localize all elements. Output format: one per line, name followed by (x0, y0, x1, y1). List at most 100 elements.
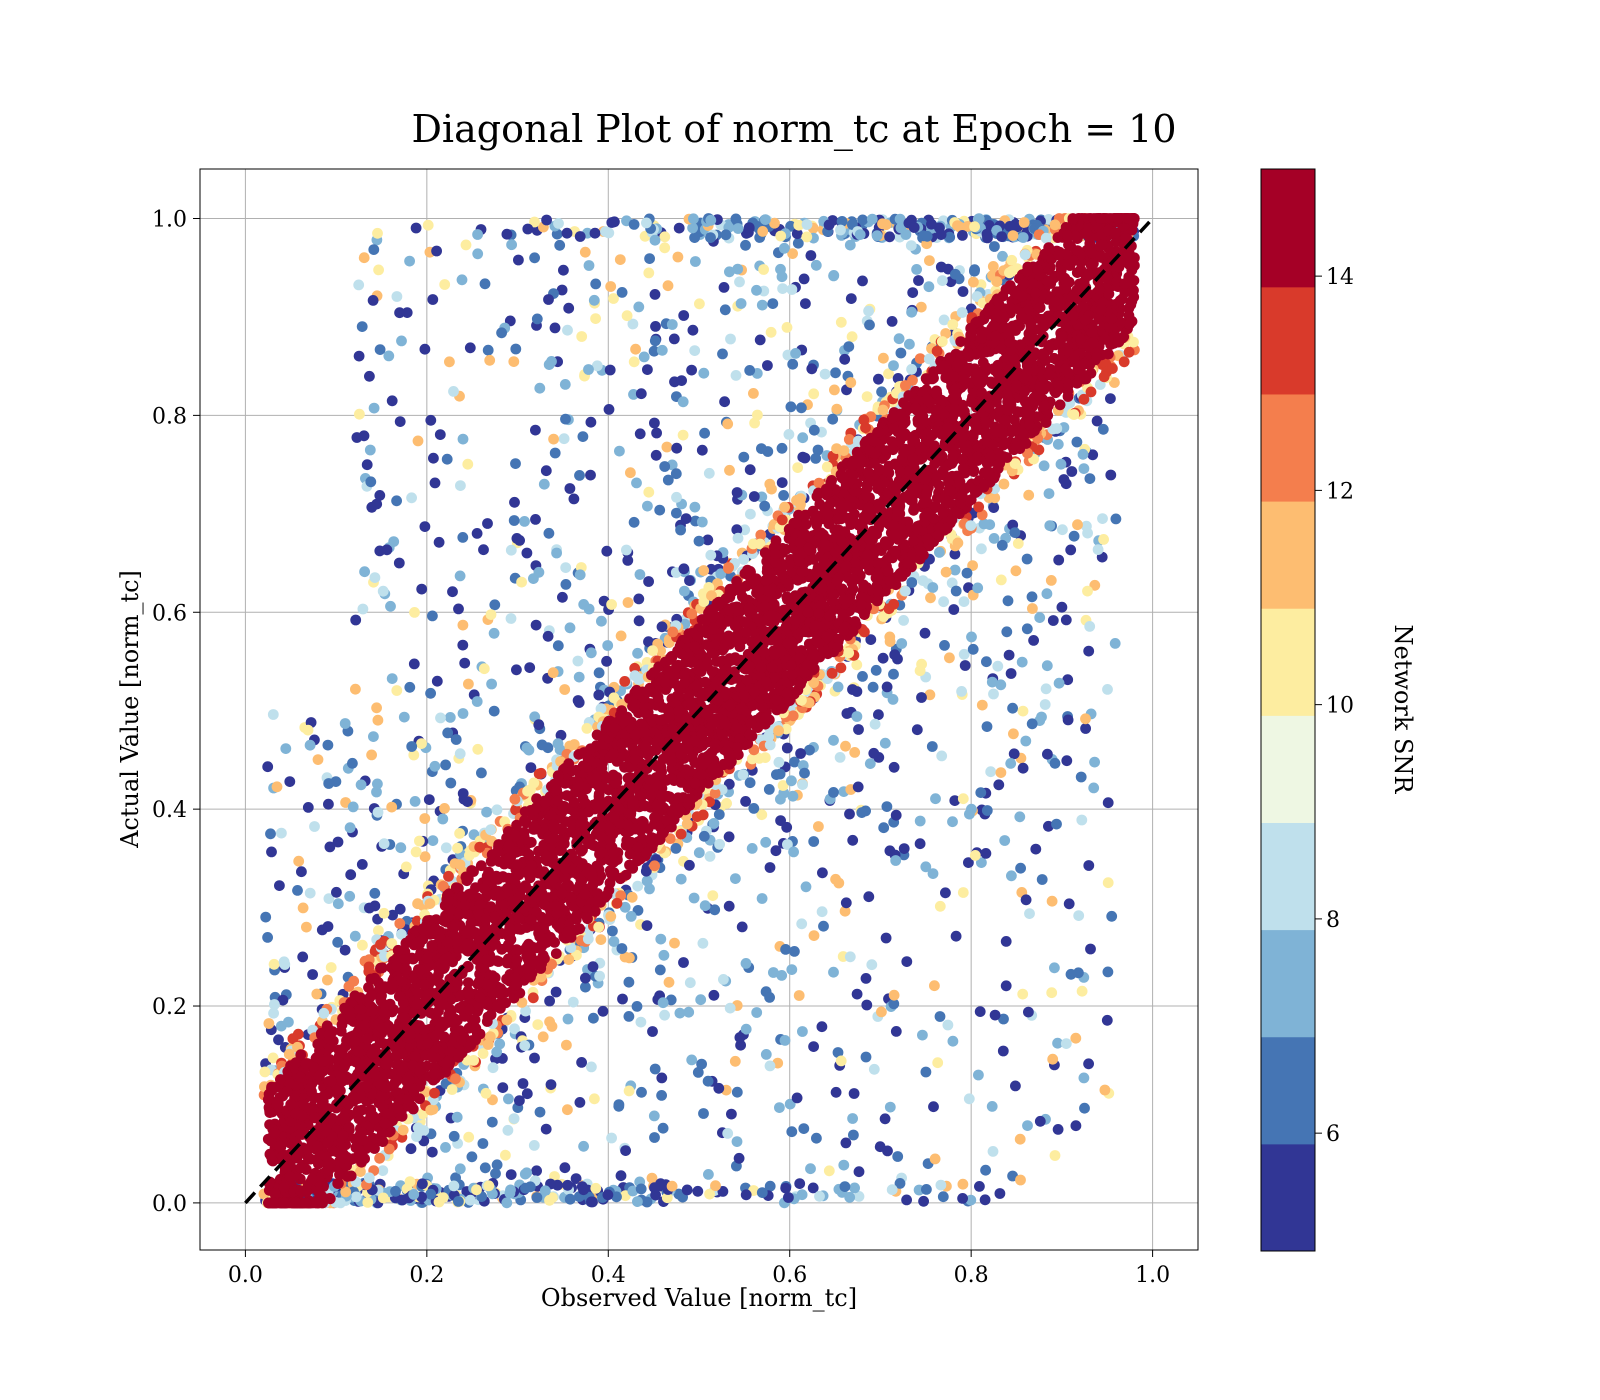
data-point (561, 227, 573, 239)
data-point (344, 890, 356, 902)
data-point (574, 231, 586, 242)
data-point (529, 1052, 540, 1064)
data-point (524, 1181, 536, 1193)
data-point (471, 1184, 482, 1196)
data-point (864, 319, 875, 331)
data-point (1014, 1133, 1026, 1145)
data-point (347, 757, 358, 769)
data-point (967, 560, 978, 571)
data-point (698, 565, 710, 576)
data-point (463, 678, 474, 690)
data-point (439, 279, 451, 290)
data-point (266, 846, 277, 858)
data-point (500, 1149, 511, 1161)
data-point (435, 712, 446, 724)
data-point (801, 231, 813, 243)
data-point (1060, 1038, 1072, 1049)
data-point (510, 343, 522, 355)
data-point (722, 1128, 734, 1139)
data-point (786, 964, 798, 975)
data-point (936, 750, 948, 762)
data-point (944, 231, 956, 243)
data-point (887, 694, 899, 705)
data-point (621, 310, 633, 322)
data-point (662, 280, 674, 292)
data-point (786, 775, 797, 787)
data-point (744, 365, 756, 376)
data-point (994, 1188, 1006, 1199)
data-point (950, 585, 962, 597)
data-point (709, 787, 721, 799)
data-point (511, 533, 523, 544)
data-point (1007, 230, 1019, 242)
data-point (924, 689, 936, 701)
data-point (871, 230, 883, 242)
data-point (949, 564, 961, 576)
data-point (541, 214, 552, 226)
data-point (595, 934, 607, 945)
data-point (792, 462, 804, 473)
data-point (995, 767, 1007, 778)
data-point (1028, 635, 1039, 646)
data-point (553, 218, 564, 229)
data-point (846, 331, 858, 343)
data-point (775, 263, 786, 275)
data-point (828, 787, 839, 798)
data-point (628, 516, 640, 528)
data-point (722, 418, 734, 430)
data-point (372, 714, 384, 726)
data-point (462, 796, 473, 807)
data-point (860, 1051, 872, 1063)
data-point (764, 1180, 776, 1192)
data-point (838, 1159, 850, 1171)
data-point (914, 815, 926, 827)
data-point (617, 993, 628, 1005)
data-point (853, 724, 864, 735)
data-point (724, 464, 735, 476)
data-point (391, 291, 403, 302)
data-point (394, 918, 406, 929)
data-point (394, 307, 405, 319)
data-point (880, 932, 892, 944)
data-point (939, 640, 950, 651)
data-point (864, 758, 876, 769)
data-point (543, 294, 554, 305)
data-point (1080, 713, 1091, 725)
data-point (675, 828, 687, 840)
data-point (725, 333, 736, 345)
data-point (730, 873, 741, 884)
data-point (560, 562, 572, 573)
data-point (659, 231, 671, 243)
data-point (1052, 438, 1064, 450)
data-point (425, 414, 437, 426)
data-point (779, 1035, 791, 1046)
data-point (679, 585, 690, 597)
data-point (775, 230, 787, 242)
data-point (412, 435, 424, 447)
data-point (920, 861, 932, 873)
data-point (661, 441, 673, 453)
data-point (423, 794, 435, 805)
data-point (677, 396, 689, 408)
data-point (496, 327, 507, 339)
data-point (632, 880, 644, 892)
data-point (717, 1186, 729, 1197)
data-point (502, 1124, 514, 1136)
data-point (844, 1191, 856, 1203)
data-point (708, 989, 720, 1001)
data-point (563, 954, 575, 965)
data-point (1070, 1120, 1082, 1132)
data-point (574, 470, 585, 481)
data-point (608, 692, 620, 704)
data-point (707, 890, 719, 901)
data-point (446, 1084, 458, 1095)
data-point (587, 961, 599, 973)
data-point (544, 995, 555, 1007)
data-point (649, 335, 661, 347)
data-point (501, 1197, 513, 1209)
data-point (732, 532, 744, 544)
data-point (684, 575, 695, 586)
data-point (686, 1054, 698, 1066)
data-point (302, 802, 314, 813)
